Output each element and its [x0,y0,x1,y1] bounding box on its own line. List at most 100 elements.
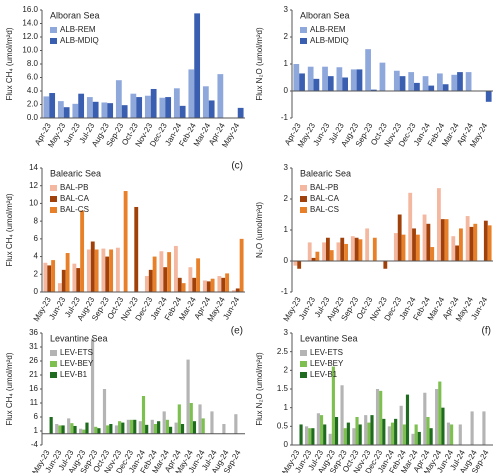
y-tick-label: 11 [30,398,39,407]
bar [405,394,410,445]
bar [379,62,386,91]
bar [167,252,172,292]
y-tick-label: 14.0 [22,19,38,28]
y-tick-label: -1 [281,287,289,296]
y-tick-label: 4 [34,252,39,261]
bar [328,433,332,445]
bar [483,220,488,261]
bar [225,273,230,292]
bar [365,228,370,261]
bar [315,251,320,261]
bar [417,431,421,445]
legend-swatch [300,372,307,378]
bar [179,105,186,118]
y-tick-label: 3 [284,163,289,172]
bar [145,424,149,434]
bar [217,74,224,118]
bar [61,269,66,292]
legend-label: ALB-REM [310,25,346,34]
y-tick-label: 0.0 [27,113,39,122]
bar [107,103,114,118]
bar [234,414,238,434]
y-tick-label: 6 [34,412,39,421]
bar [343,428,347,445]
y-tick-label: 1 [284,59,289,68]
bar [49,93,56,118]
bar [85,422,89,434]
bar [129,419,134,434]
legend-swatch [300,361,307,367]
bar [354,237,359,261]
bar [157,421,161,434]
bar [49,417,53,434]
bar [358,424,362,445]
bar [355,417,359,445]
bar [323,424,327,445]
bar [43,96,50,118]
bar [106,425,110,434]
y-tick-label: 31 [29,342,38,351]
bar [365,49,371,91]
legend-swatch [300,207,307,213]
bar [144,276,149,292]
bar [336,67,343,91]
legend-label: ALB-REM [60,25,96,34]
bar [322,66,328,91]
y-tick-label: 2 [284,365,289,374]
y-tick-label: 6 [34,234,39,243]
bar [162,411,166,434]
bar [402,424,406,445]
bar [382,418,386,445]
bar [415,234,420,261]
bar [92,101,99,118]
bar [47,265,52,292]
bar [470,411,474,445]
y-tick-label: 2 [284,32,289,41]
bar [408,192,413,261]
bar [61,425,65,434]
bar [177,277,182,292]
y-tick-label: 0 [34,287,39,296]
bar [144,95,151,118]
bar [437,188,441,261]
legend-label: BAL-CS [60,205,89,214]
bar [90,241,95,292]
bar [101,102,108,118]
bar [414,424,418,445]
bar [379,390,383,445]
bar [311,428,315,445]
y-axis-label: Flux CH₄ (umol/m²d) [5,352,14,425]
bar [133,419,137,434]
bar [115,247,120,292]
bar [327,76,334,91]
bar [350,69,357,91]
bar [458,424,462,445]
legend-label: BAL-PB [60,183,88,192]
bar [148,269,153,292]
bar [194,13,201,118]
y-tick-label: 8 [34,216,39,225]
y-tick-label: 8.0 [27,59,39,68]
bar [444,219,449,261]
bar [57,283,62,292]
bar [55,424,59,434]
y-tick-label: 10.0 [22,46,38,55]
bar [340,237,345,261]
legend-swatch [50,38,57,44]
bar [325,237,330,261]
bar [482,411,486,445]
bar [181,283,186,292]
bar [397,214,402,261]
bar [165,419,169,434]
legend-swatch [300,350,307,356]
y-tick-label: 36 [29,328,38,337]
bar [153,424,158,434]
legend-swatch [50,372,57,378]
bar [123,191,128,292]
bar [316,413,320,445]
bar [390,422,395,445]
legend-swatch [50,361,57,367]
bar [372,237,377,261]
bar [192,277,197,292]
bar [299,73,305,91]
